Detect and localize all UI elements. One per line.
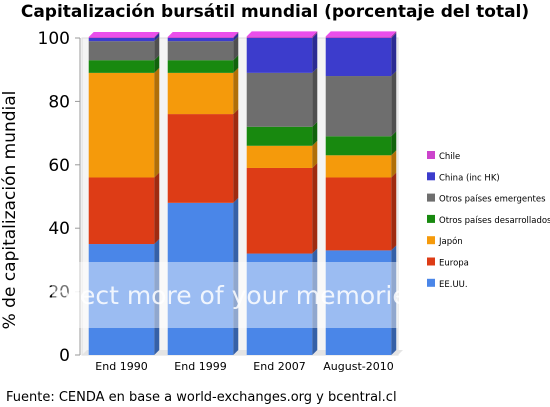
plot-floor bbox=[82, 350, 403, 355]
chart-title: Capitalización bursátil mundial (porcent… bbox=[20, 2, 530, 22]
bar-segment bbox=[88, 177, 155, 245]
bar-segment bbox=[325, 38, 392, 77]
bar-segment-side bbox=[154, 32, 160, 38]
bar-segment-side bbox=[391, 71, 397, 137]
bar-segment-side bbox=[391, 31, 397, 38]
x-tick-label: End 1999 bbox=[174, 360, 226, 373]
watermark-band bbox=[52, 262, 398, 328]
bar-segment-side bbox=[312, 248, 318, 355]
x-tick-label: August-2010 bbox=[323, 360, 393, 373]
bar-segment-side bbox=[312, 33, 318, 73]
y-tick-label: 100 bbox=[38, 29, 70, 49]
bar-segment-side bbox=[154, 172, 160, 245]
bar-segment-side bbox=[312, 31, 318, 38]
legend-label: EE.UU. bbox=[439, 280, 468, 290]
legend-swatch bbox=[427, 151, 435, 159]
bar-segment bbox=[167, 41, 234, 61]
y-tick-label: 0 bbox=[59, 346, 70, 366]
bar-segment bbox=[88, 60, 155, 73]
bar-segment-side bbox=[391, 33, 397, 77]
axes: 0 20 40 60 80 100 bbox=[38, 29, 81, 366]
bar-segment bbox=[88, 72, 155, 178]
bar-segment bbox=[167, 72, 234, 115]
bar-segment-side bbox=[233, 109, 239, 203]
legend-swatch bbox=[427, 278, 435, 287]
bar-top bbox=[325, 31, 397, 37]
bar-segment bbox=[167, 38, 234, 42]
y-axis-label: % de capitalización mundial bbox=[0, 91, 20, 330]
bar-segment-side bbox=[233, 36, 239, 61]
bar-segment bbox=[246, 145, 313, 168]
bar-stack bbox=[325, 31, 397, 355]
bar-segment-side bbox=[312, 162, 318, 254]
bar-stack bbox=[167, 32, 239, 355]
bar-segment bbox=[88, 41, 155, 61]
bar-segment-side bbox=[312, 121, 318, 146]
bar-top bbox=[246, 31, 318, 37]
bar-segment-side bbox=[391, 150, 397, 178]
bar-segment bbox=[246, 167, 313, 254]
x-tick-label: End 1990 bbox=[95, 360, 147, 373]
bar-segment-side bbox=[391, 131, 397, 156]
legend-swatch bbox=[427, 172, 435, 181]
bar-segment-side bbox=[391, 245, 397, 355]
bar-segment bbox=[325, 177, 392, 251]
bar-segment-side bbox=[233, 33, 239, 42]
bar-segment-side bbox=[154, 33, 160, 42]
bar-segment bbox=[167, 60, 234, 73]
bar-segment bbox=[325, 155, 392, 178]
bar-segment-side bbox=[154, 239, 160, 355]
legend-label: Otros países desarrollados bbox=[439, 216, 550, 226]
bar-segment bbox=[325, 76, 392, 137]
legend-label: Otros países emergentes bbox=[439, 195, 546, 205]
bar-segment bbox=[325, 36, 392, 38]
bar-segment bbox=[88, 37, 155, 38]
legend-swatch bbox=[427, 193, 435, 202]
bar-segment-side bbox=[312, 67, 318, 127]
x-tick-label: End 2007 bbox=[253, 360, 305, 373]
y-tick-label: 40 bbox=[48, 219, 70, 239]
bar-segment bbox=[88, 38, 155, 42]
bar-segment-side bbox=[154, 36, 160, 61]
source-note: Fuente: CENDA en base a world-exchanges.… bbox=[6, 390, 397, 405]
bar-stack bbox=[246, 31, 318, 355]
bar-segment bbox=[325, 136, 392, 156]
bar-top bbox=[88, 32, 160, 38]
legend-label: China (inc HK) bbox=[439, 173, 500, 183]
legend-swatch bbox=[427, 214, 435, 223]
y-tick-label: 60 bbox=[48, 156, 70, 176]
bars: End 1990 End 1999 End 2007 August-2010 bbox=[88, 31, 397, 373]
bar-segment-side bbox=[154, 55, 160, 73]
watermark-text: protect more of your memories bbox=[29, 281, 421, 310]
legend-swatch bbox=[427, 257, 435, 266]
legend-label: Japón bbox=[438, 236, 463, 247]
bar-segment-side bbox=[312, 140, 318, 168]
bar-segment bbox=[246, 36, 313, 38]
bar-segment-side bbox=[233, 55, 239, 73]
bar-segment-side bbox=[154, 67, 160, 178]
y-tick-label: 80 bbox=[48, 92, 70, 112]
bar-segment bbox=[246, 126, 313, 146]
legend-swatch bbox=[427, 236, 435, 245]
bar-segment bbox=[246, 72, 313, 127]
bar-segment bbox=[246, 38, 313, 73]
bar-segment-side bbox=[233, 67, 239, 115]
legend-label: Europa bbox=[439, 259, 469, 269]
bar-segment bbox=[167, 202, 234, 355]
bar-segment-side bbox=[233, 197, 239, 355]
bar-segment-side bbox=[233, 32, 239, 38]
bar-segment-side bbox=[391, 172, 397, 251]
y-tick-label: 20 bbox=[48, 283, 70, 303]
bar-segment bbox=[167, 114, 234, 203]
legend-label: Chile bbox=[439, 152, 460, 162]
watermark: protect more of your memories bbox=[29, 262, 421, 328]
bar-segment bbox=[325, 250, 392, 355]
bar-top bbox=[167, 32, 239, 38]
bar-segment bbox=[246, 253, 313, 355]
bar-segment bbox=[88, 244, 155, 355]
bar-segment bbox=[167, 37, 234, 38]
legend: Chile China (inc HK) Otros países emergent… bbox=[427, 151, 550, 290]
bar-stack bbox=[88, 32, 160, 355]
